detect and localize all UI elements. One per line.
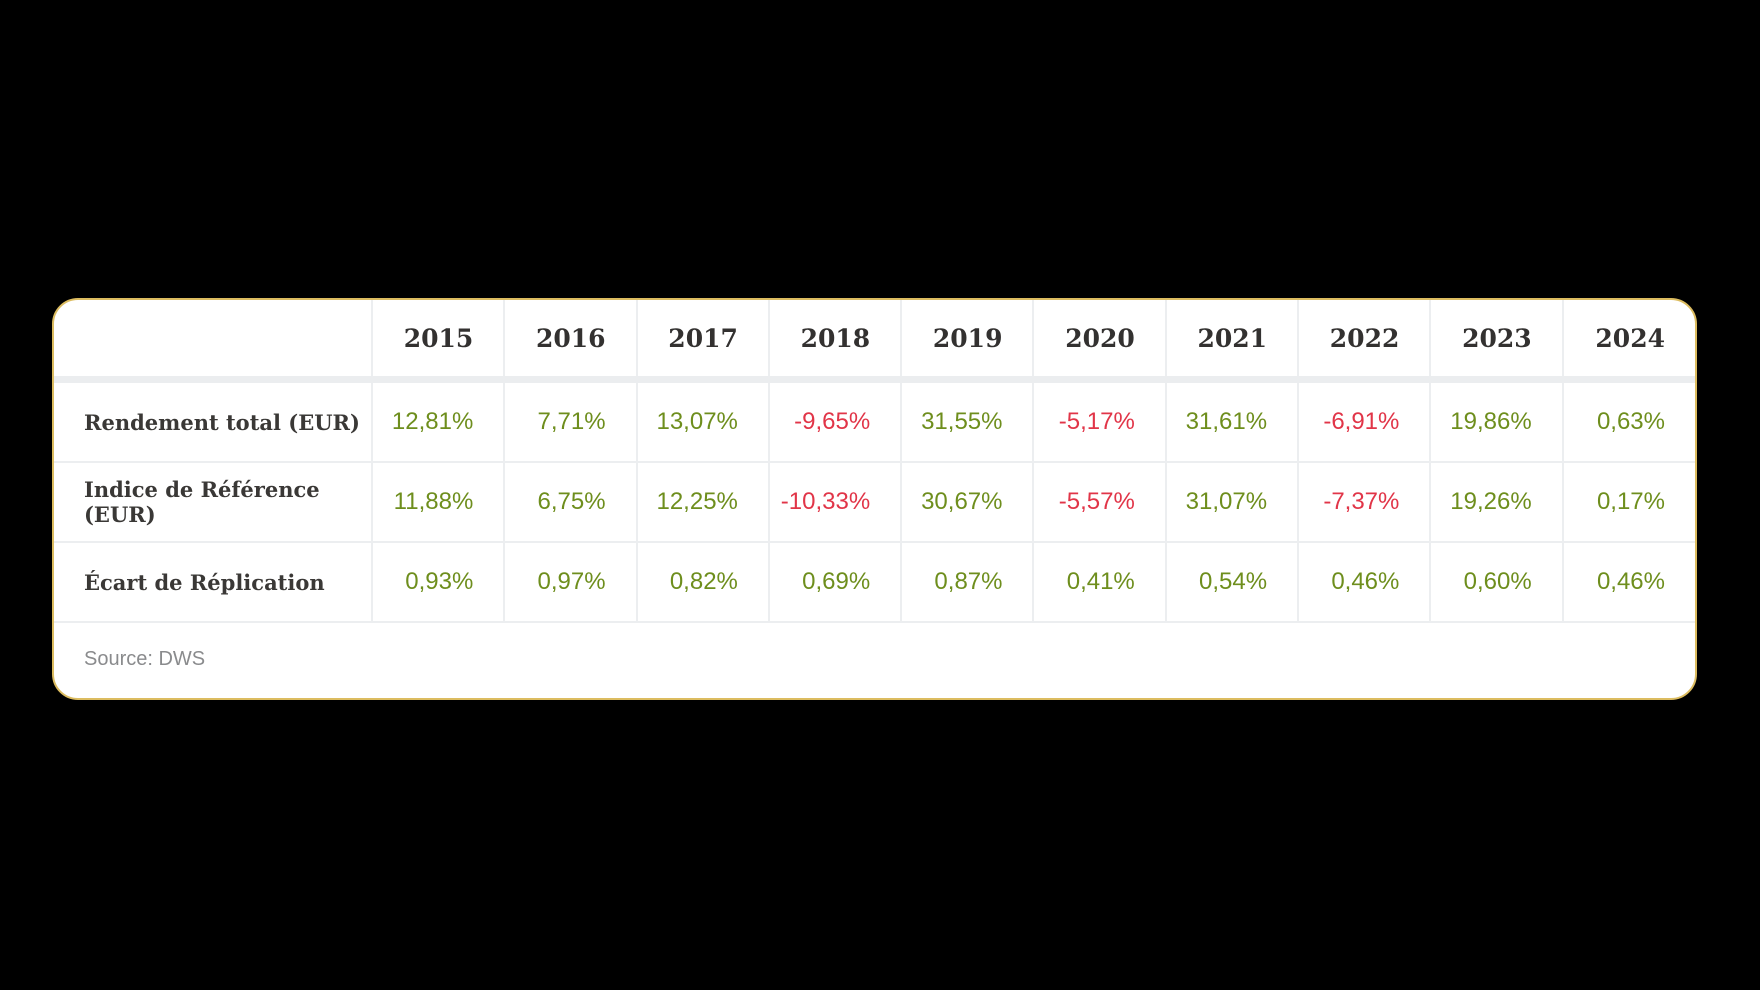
year-header-2024: 2024 [1561, 300, 1695, 383]
value-cell: -6,91% [1297, 379, 1431, 463]
year-header-2020: 2020 [1032, 300, 1166, 383]
value-cell: 6,75% [503, 462, 637, 543]
table-row: Écart de Réplication 0,93% 0,97% 0,82% 0,69%… [54, 542, 1695, 623]
value-cell: 0,41% [1032, 542, 1166, 623]
value-cell: -9,65% [767, 379, 902, 463]
year-header-2015: 2015 [370, 300, 505, 383]
year-header-2022: 2022 [1297, 300, 1431, 383]
value-cell: -10,33% [767, 462, 902, 543]
year-header-2019: 2019 [900, 300, 1034, 383]
value-cell: 0,87% [900, 542, 1034, 623]
value-cell: 13,07% [635, 379, 769, 463]
year-header-2021: 2021 [1164, 300, 1299, 383]
value-cell: 0,69% [767, 542, 902, 623]
year-header-2017: 2017 [635, 300, 769, 383]
value-cell: 19,86% [1429, 379, 1563, 463]
value-cell: 0,93% [370, 542, 505, 623]
value-cell: 0,82% [635, 542, 769, 623]
year-header-2023: 2023 [1429, 300, 1563, 383]
table-header: 2015 2016 2017 2018 2019 2020 2021 2022 2023 2024 [54, 300, 1695, 383]
value-cell: 0,63% [1561, 379, 1695, 463]
annual-performance-table: 2015 2016 2017 2018 2019 2020 2021 2022 2023 2024… [54, 300, 1695, 623]
value-cell: 19,26% [1429, 462, 1563, 543]
value-cell: -5,17% [1032, 379, 1166, 463]
value-cell: 0,97% [503, 542, 637, 623]
value-cell: -5,57% [1032, 462, 1166, 543]
row-label-cell: Indice de Référence (EUR) [54, 462, 372, 543]
row-label-cell: Rendement total (EUR) [54, 379, 372, 463]
year-header-2018: 2018 [767, 300, 902, 383]
corner-cell [54, 300, 372, 383]
source-bar: Source: DWS [54, 623, 1695, 695]
source-note: Source: DWS [84, 647, 206, 670]
value-cell: 0,60% [1429, 542, 1563, 623]
table-row: Rendement total (EUR) 12,81% 7,71% 13,07% -9… [54, 379, 1695, 463]
value-cell: 0,54% [1164, 542, 1299, 623]
value-cell: 12,81% [370, 379, 505, 463]
value-cell: 12,25% [635, 462, 769, 543]
value-cell: -7,37% [1297, 462, 1431, 543]
value-cell: 0,46% [1297, 542, 1431, 623]
value-cell: 30,67% [900, 462, 1034, 543]
value-cell: 11,88% [370, 462, 505, 543]
year-header-row: 2015 2016 2017 2018 2019 2020 2021 2022 2023 2024 [54, 300, 1695, 383]
value-cell: 31,61% [1164, 379, 1299, 463]
value-cell: 31,55% [900, 379, 1034, 463]
row-label-cell: Écart de Réplication [54, 542, 372, 623]
value-cell: 7,71% [503, 379, 637, 463]
value-cell: 31,07% [1164, 462, 1299, 543]
table-body: Rendement total (EUR) 12,81% 7,71% 13,07% -9… [54, 379, 1695, 623]
table-row: Indice de Référence (EUR) 11,88% 6,75% 12,2… [54, 462, 1695, 543]
value-cell: 0,46% [1561, 542, 1695, 623]
value-cell: 0,17% [1561, 462, 1695, 543]
year-header-2016: 2016 [503, 300, 637, 383]
performance-table-card: 2015 2016 2017 2018 2019 2020 2021 2022 2023 2024… [52, 298, 1697, 700]
